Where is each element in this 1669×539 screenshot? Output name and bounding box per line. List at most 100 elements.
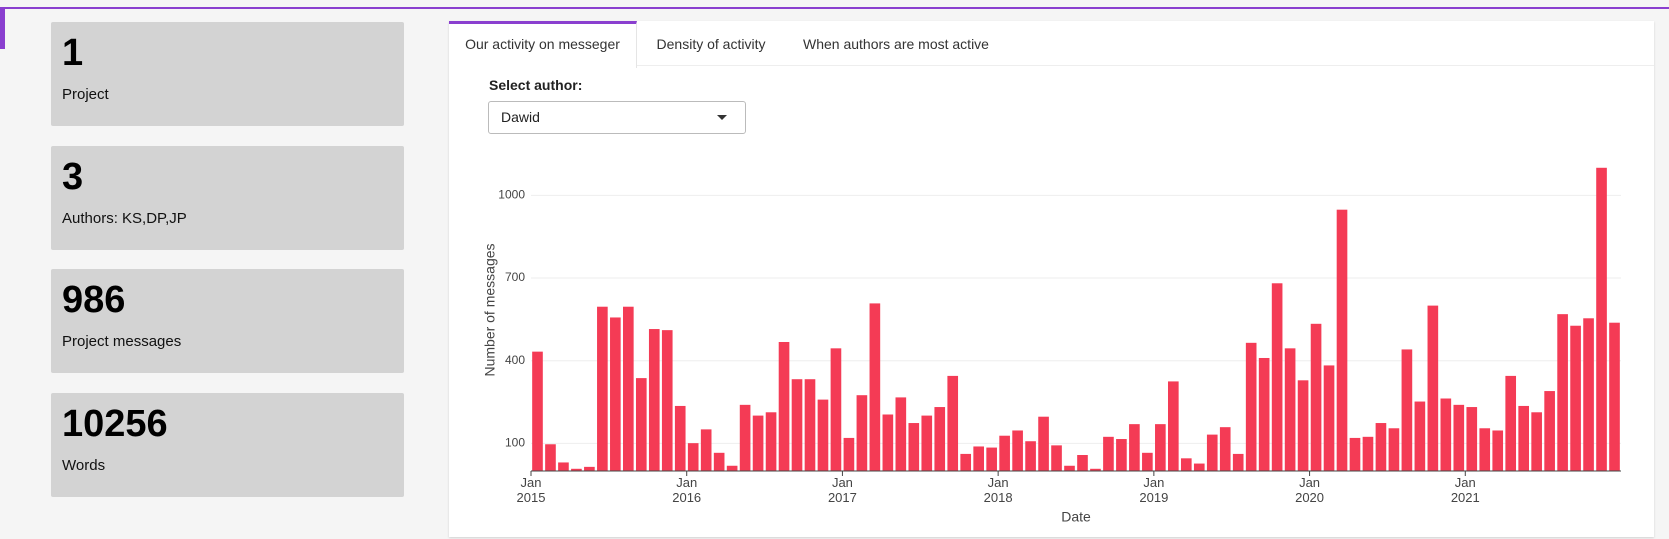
y-tick-label: 400 xyxy=(505,353,525,367)
bar xyxy=(1206,434,1218,471)
bar xyxy=(648,329,660,471)
box-label: Project messages xyxy=(62,333,182,350)
x-axis-title: Date xyxy=(1061,509,1091,525)
bar xyxy=(1375,423,1387,471)
bar xyxy=(1219,427,1231,471)
bar xyxy=(597,306,608,471)
box-value: 10256 xyxy=(62,403,168,445)
bar xyxy=(908,423,920,471)
value-box: 10256 Words xyxy=(51,393,404,497)
box-label: Project xyxy=(62,86,109,103)
bar xyxy=(1284,348,1296,471)
bar xyxy=(1258,357,1270,471)
box-value: 986 xyxy=(62,279,126,321)
bar xyxy=(986,447,997,471)
bar xyxy=(973,446,984,471)
bar xyxy=(947,375,959,471)
bar xyxy=(532,351,543,471)
bar xyxy=(687,443,699,471)
bar xyxy=(999,435,1010,471)
bar xyxy=(895,397,907,471)
box-label: Authors: KS,DP,JP xyxy=(62,210,187,227)
box-label: Words xyxy=(62,457,106,474)
bar xyxy=(1466,407,1478,471)
bar xyxy=(817,399,829,471)
bar xyxy=(765,412,777,471)
bar xyxy=(1531,412,1542,471)
author-select[interactable]: Dawid xyxy=(488,101,746,134)
bar xyxy=(1038,416,1049,471)
x-tick-label: Jan 2016 xyxy=(672,475,702,505)
bar xyxy=(869,303,881,471)
select-label: Select author: xyxy=(489,77,583,93)
bar xyxy=(558,462,569,471)
bar xyxy=(661,330,673,471)
bar xyxy=(726,465,738,471)
x-tick-label: Jan 2019 xyxy=(1139,475,1169,505)
bar xyxy=(1557,314,1568,471)
bar xyxy=(1064,465,1075,471)
bar xyxy=(674,405,686,471)
bar xyxy=(804,379,816,471)
bar xyxy=(1168,381,1179,471)
bar xyxy=(1401,349,1413,471)
bar xyxy=(830,348,842,471)
bar xyxy=(921,415,933,471)
bar xyxy=(791,379,803,471)
caret xyxy=(717,115,727,120)
bar xyxy=(1388,428,1400,471)
bar xyxy=(882,414,894,471)
bar xyxy=(1142,452,1153,471)
bar xyxy=(610,317,621,471)
top-border xyxy=(0,7,1669,9)
bar xyxy=(1362,436,1374,471)
bar xyxy=(1414,401,1426,471)
x-tick-label: Jan 2020 xyxy=(1295,475,1325,505)
bar xyxy=(1116,439,1127,471)
bar xyxy=(1349,437,1361,471)
tab[interactable]: When authors are most active xyxy=(803,36,989,52)
bar xyxy=(1193,463,1205,471)
x-tick-label: Jan 2015 xyxy=(516,475,546,505)
y-tick-label: 700 xyxy=(505,270,525,284)
x-tick-label: Jan 2017 xyxy=(827,475,857,505)
bar xyxy=(635,378,647,471)
value-box: 986 Project messages xyxy=(51,269,404,373)
value-box: 1 Project xyxy=(51,22,404,126)
bar xyxy=(1505,375,1517,471)
bar xyxy=(1025,441,1036,471)
box-value: 1 xyxy=(62,32,84,74)
bar xyxy=(1103,436,1114,471)
bar xyxy=(934,407,946,471)
bar xyxy=(1129,424,1140,471)
bar xyxy=(1271,283,1283,471)
y-tick-label: 1000 xyxy=(498,188,525,202)
bar xyxy=(1155,424,1166,471)
bar xyxy=(1297,380,1309,471)
x-tick-label: Jan 2021 xyxy=(1450,475,1480,505)
bar xyxy=(1180,458,1192,471)
bar xyxy=(1544,391,1555,471)
tab[interactable]: Density of activity xyxy=(656,36,766,52)
tab[interactable]: Our activity on messeger xyxy=(449,21,637,68)
bar xyxy=(1245,342,1257,471)
x-tick-label: Jan 2018 xyxy=(983,475,1013,505)
bar xyxy=(1492,430,1504,471)
bar xyxy=(623,306,634,471)
bar xyxy=(1090,468,1101,471)
bar xyxy=(1323,365,1335,471)
bar xyxy=(1453,404,1465,471)
bar xyxy=(700,429,712,471)
select-value: Dawid xyxy=(501,109,540,125)
bar xyxy=(752,415,764,471)
bar xyxy=(1609,322,1620,471)
bar xyxy=(545,444,556,471)
bar xyxy=(1570,325,1581,471)
bar xyxy=(584,466,595,471)
bar xyxy=(1518,405,1529,471)
bar xyxy=(1077,455,1088,471)
bar xyxy=(856,395,868,471)
y-tick-label: 100 xyxy=(505,436,525,450)
